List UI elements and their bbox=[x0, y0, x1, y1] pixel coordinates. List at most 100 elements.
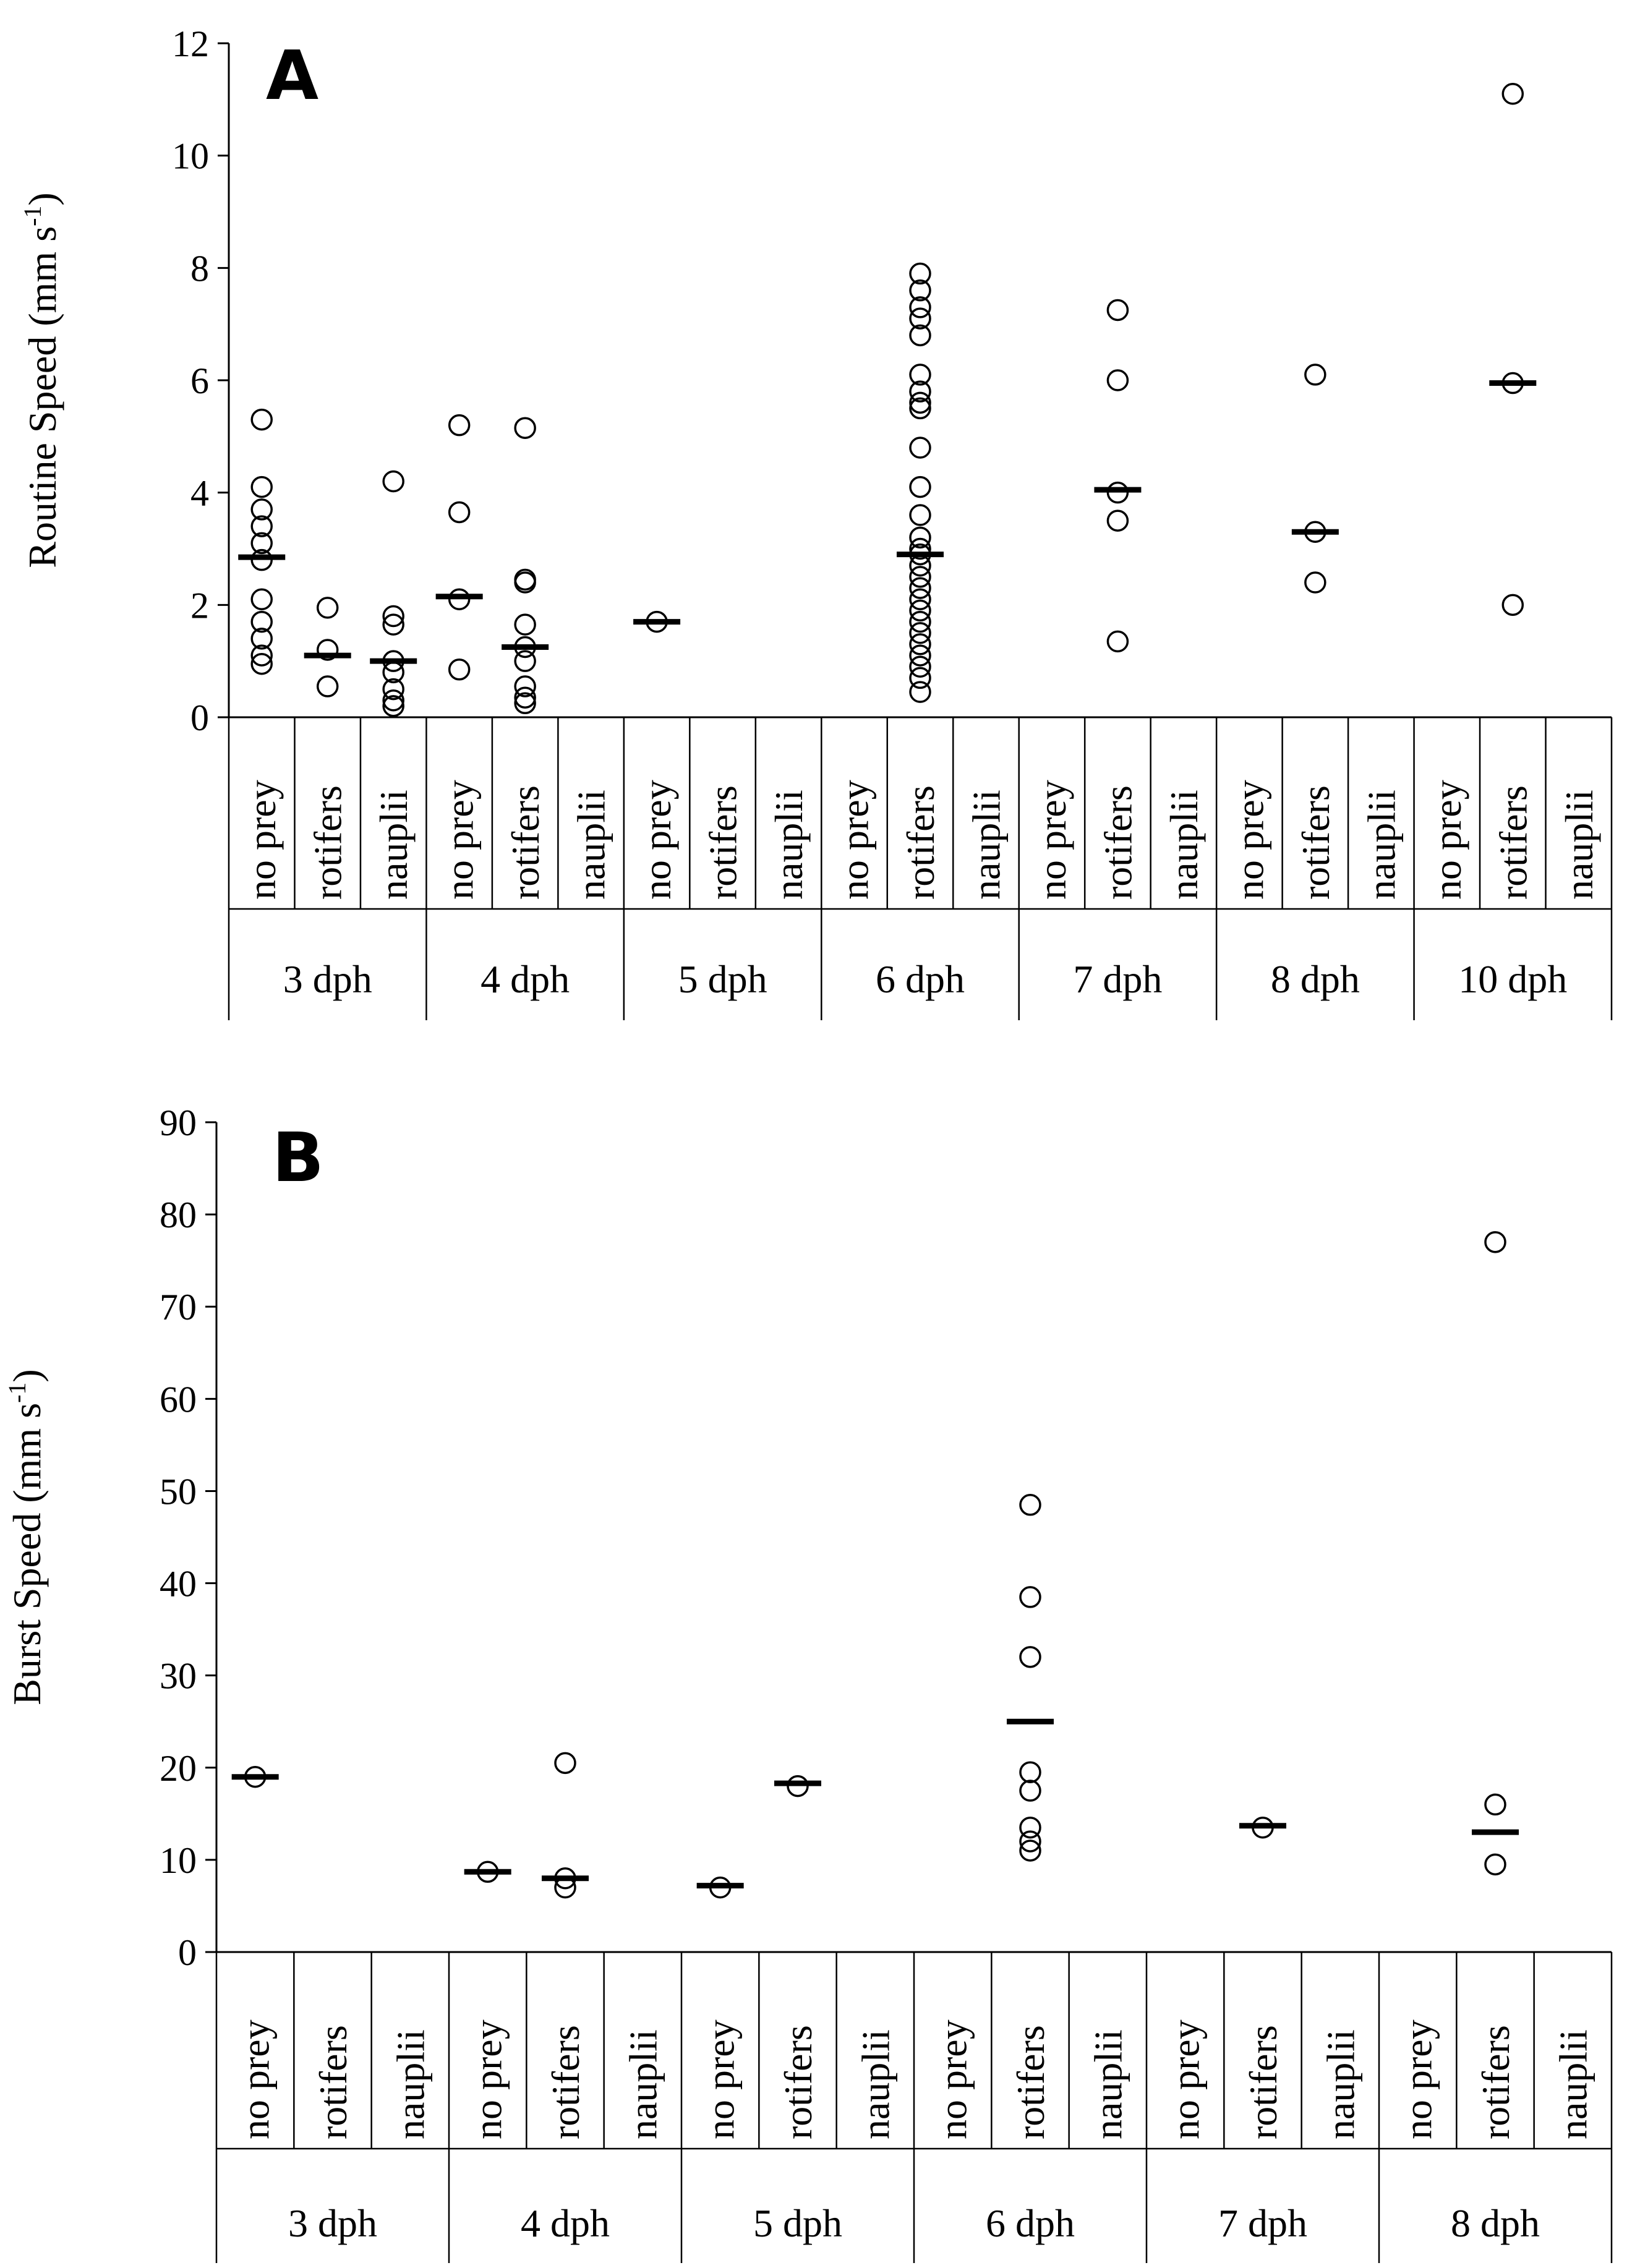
data-point bbox=[448, 414, 471, 437]
data-point bbox=[250, 548, 273, 571]
category-label-nauplii: nauplii bbox=[372, 790, 416, 900]
category-label-rotifers: rotifers bbox=[776, 2025, 820, 2139]
data-point bbox=[909, 599, 931, 622]
y-tick-label: 2 bbox=[190, 585, 209, 626]
data-point bbox=[250, 498, 273, 521]
group-label-5-dph: 5 dph bbox=[753, 2201, 842, 2245]
data-point bbox=[909, 588, 931, 610]
category-label-nauplii: nauplii bbox=[1359, 790, 1403, 900]
data-point bbox=[909, 307, 931, 330]
category-label-no-prey: no prey bbox=[1425, 780, 1469, 900]
category-label-nauplii: nauplii bbox=[853, 2029, 897, 2139]
y-axis-label: Burst Speed (mm s-1) bbox=[3, 1369, 49, 1705]
category-label-no-prey: no prey bbox=[438, 780, 482, 900]
group-label-5-dph: 5 dph bbox=[678, 957, 767, 1001]
data-point bbox=[909, 324, 931, 347]
category-label-nauplii: nauplii bbox=[1086, 2029, 1130, 2139]
y-axis-label-text: Burst Speed (mm s bbox=[5, 1403, 49, 1705]
category-label-no-prey: no prey bbox=[1228, 780, 1271, 900]
data-point bbox=[250, 644, 273, 667]
panel-a-routine-speed-chart: A 0 2 4 6 8 10 12 Routine Speed (mm s-1) no prey r… bbox=[19, 23, 1613, 1020]
category-label-no-prey: no prey bbox=[699, 2019, 743, 2139]
data-point bbox=[1484, 1853, 1506, 1876]
data-point bbox=[909, 437, 931, 459]
category-label-rotifers: rotifers bbox=[1096, 785, 1140, 900]
category-label-no-prey: no prey bbox=[1030, 780, 1074, 900]
group-label-7-dph: 7 dph bbox=[1073, 957, 1162, 1001]
data-point bbox=[909, 380, 931, 403]
data-point bbox=[250, 515, 273, 537]
category-label-no-prey: no prey bbox=[833, 780, 877, 900]
data-point bbox=[909, 681, 931, 703]
y-tick-label: 10 bbox=[172, 136, 209, 177]
group-label-4-dph: 4 dph bbox=[480, 957, 570, 1001]
data-point bbox=[250, 532, 273, 555]
category-label-no-prey: no prey bbox=[1164, 2019, 1208, 2139]
data-point bbox=[909, 364, 931, 386]
category-label-rotifers: rotifers bbox=[1294, 785, 1338, 900]
data-point bbox=[909, 577, 931, 599]
data-point bbox=[1019, 1646, 1041, 1668]
group-label-3-dph: 3 dph bbox=[288, 2201, 377, 2245]
data-point bbox=[1106, 630, 1129, 653]
category-label-nauplii: nauplii bbox=[964, 790, 1008, 900]
data-point bbox=[250, 588, 273, 610]
data-point bbox=[909, 644, 931, 667]
y-tick-label: 50 bbox=[160, 1471, 197, 1512]
data-point bbox=[1484, 1231, 1506, 1253]
y-tick-label: 30 bbox=[160, 1656, 197, 1697]
data-point bbox=[909, 279, 931, 302]
data-point bbox=[514, 650, 536, 672]
data-point bbox=[554, 1752, 576, 1775]
data-point bbox=[1019, 1780, 1041, 1802]
data-point bbox=[909, 633, 931, 655]
data-point bbox=[1019, 1816, 1041, 1839]
category-label-rotifers: rotifers bbox=[311, 2025, 355, 2139]
y-tick-label: 6 bbox=[190, 360, 209, 401]
data-point bbox=[514, 675, 536, 697]
data-point bbox=[909, 504, 931, 526]
data-point bbox=[448, 501, 471, 524]
panel-b-burst-speed-chart: B 0 10 20 30 40 50 60 70 80 90 Burst Speed (mm s-1)… bbox=[3, 1102, 1613, 2263]
y-axis-label: Routine Speed (mm s-1) bbox=[19, 192, 64, 568]
data-point bbox=[382, 695, 404, 717]
category-label-no-prey: no prey bbox=[1396, 2019, 1440, 2139]
group-label-4-dph: 4 dph bbox=[521, 2201, 610, 2245]
y-tick-label: 70 bbox=[160, 1287, 197, 1328]
data-point bbox=[1019, 1761, 1041, 1783]
group-label-10-dph: 10 dph bbox=[1458, 957, 1567, 1001]
data-point bbox=[382, 470, 404, 493]
category-label-nauplii: nauplii bbox=[570, 790, 613, 900]
category-label-rotifers: rotifers bbox=[306, 785, 350, 900]
group-label-6-dph: 6 dph bbox=[986, 2201, 1075, 2245]
category-label-nauplii: nauplii bbox=[1318, 2029, 1362, 2139]
data-point bbox=[316, 639, 339, 661]
data-point bbox=[909, 526, 931, 549]
group-label-7-dph: 7 dph bbox=[1218, 2201, 1307, 2245]
data-point bbox=[250, 610, 273, 633]
data-point bbox=[316, 597, 339, 619]
data-point bbox=[1019, 1494, 1041, 1516]
data-point bbox=[250, 652, 273, 675]
data-point bbox=[514, 417, 536, 439]
category-label-rotifers: rotifers bbox=[503, 785, 547, 900]
data-point bbox=[1106, 481, 1129, 504]
data-point bbox=[1501, 83, 1524, 105]
y-tick-label: 4 bbox=[190, 473, 209, 514]
data-point bbox=[514, 613, 536, 636]
group-label-8-dph: 8 dph bbox=[1451, 2201, 1540, 2245]
data-point bbox=[909, 397, 931, 420]
y-axis-label-superscript: -1 bbox=[3, 1383, 31, 1403]
data-point bbox=[250, 475, 273, 498]
data-point bbox=[909, 296, 931, 318]
group-label-8-dph: 8 dph bbox=[1271, 957, 1360, 1001]
category-label-no-prey: no prey bbox=[931, 2019, 975, 2139]
data-point bbox=[909, 537, 931, 560]
data-point bbox=[1106, 509, 1129, 532]
data-point bbox=[1106, 369, 1129, 391]
category-label-rotifers: rotifers bbox=[1474, 2025, 1518, 2139]
group-label-6-dph: 6 dph bbox=[876, 957, 965, 1001]
category-label-nauplii: nauplii bbox=[767, 790, 811, 900]
category-label-no-prey: no prey bbox=[240, 780, 284, 900]
